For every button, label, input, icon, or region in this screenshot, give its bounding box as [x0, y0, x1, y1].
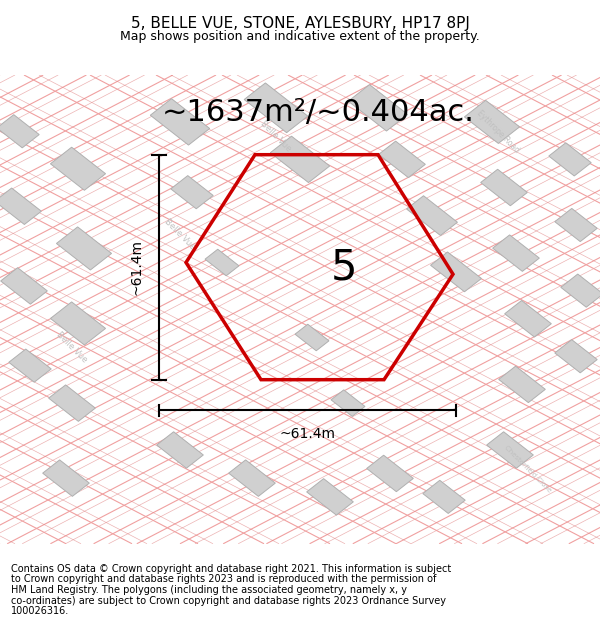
Polygon shape — [505, 301, 551, 337]
Polygon shape — [431, 252, 481, 292]
Polygon shape — [499, 366, 545, 403]
Text: ~61.4m: ~61.4m — [280, 426, 335, 441]
Polygon shape — [171, 176, 213, 209]
Polygon shape — [0, 114, 39, 148]
Text: Chesterfield Close: Chesterfield Close — [503, 444, 553, 493]
Polygon shape — [49, 385, 95, 421]
Polygon shape — [0, 188, 41, 224]
Text: Map shows position and indicative extent of the property.: Map shows position and indicative extent… — [120, 30, 480, 43]
Polygon shape — [9, 349, 51, 382]
Polygon shape — [464, 101, 520, 143]
Text: Belle Vue: Belle Vue — [55, 330, 89, 364]
Text: 5: 5 — [330, 247, 357, 289]
Polygon shape — [295, 324, 329, 351]
Text: Belle Vue: Belle Vue — [163, 217, 197, 251]
Text: 5, BELLE VUE, STONE, AYLESBURY, HP17 8PJ: 5, BELLE VUE, STONE, AYLESBURY, HP17 8PJ — [131, 16, 469, 31]
Polygon shape — [50, 148, 106, 190]
Polygon shape — [50, 302, 106, 345]
Polygon shape — [1, 268, 47, 304]
Polygon shape — [271, 136, 329, 182]
Text: to Crown copyright and database rights 2023 and is reproduced with the permissio: to Crown copyright and database rights 2… — [11, 574, 436, 584]
Polygon shape — [43, 460, 89, 496]
Polygon shape — [367, 455, 413, 492]
Polygon shape — [244, 83, 308, 132]
Polygon shape — [549, 142, 591, 176]
Text: Belle Vue: Belle Vue — [259, 119, 293, 153]
Polygon shape — [493, 235, 539, 271]
Polygon shape — [379, 141, 425, 177]
Polygon shape — [481, 169, 527, 206]
Polygon shape — [229, 460, 275, 496]
Text: Contains OS data © Crown copyright and database right 2021. This information is : Contains OS data © Crown copyright and d… — [11, 564, 451, 574]
Polygon shape — [555, 339, 597, 373]
Polygon shape — [56, 227, 112, 270]
Polygon shape — [555, 208, 597, 242]
Text: HM Land Registry. The polygons (including the associated geometry, namely x, y: HM Land Registry. The polygons (includin… — [11, 585, 407, 595]
Polygon shape — [151, 99, 209, 145]
Polygon shape — [157, 432, 203, 468]
Text: ~61.4m: ~61.4m — [130, 239, 144, 295]
Text: co-ordinates) are subject to Crown copyright and database rights 2023 Ordnance S: co-ordinates) are subject to Crown copyr… — [11, 596, 446, 606]
Text: ~1637m²/~0.404ac.: ~1637m²/~0.404ac. — [161, 98, 475, 127]
Polygon shape — [307, 479, 353, 515]
Polygon shape — [423, 480, 465, 514]
Polygon shape — [331, 390, 365, 416]
Polygon shape — [205, 249, 239, 276]
Polygon shape — [349, 84, 407, 131]
Text: 100026316.: 100026316. — [11, 606, 69, 616]
Polygon shape — [407, 196, 457, 236]
Text: Eythrope Road: Eythrope Road — [475, 108, 521, 154]
Polygon shape — [487, 432, 533, 468]
Polygon shape — [561, 274, 600, 308]
